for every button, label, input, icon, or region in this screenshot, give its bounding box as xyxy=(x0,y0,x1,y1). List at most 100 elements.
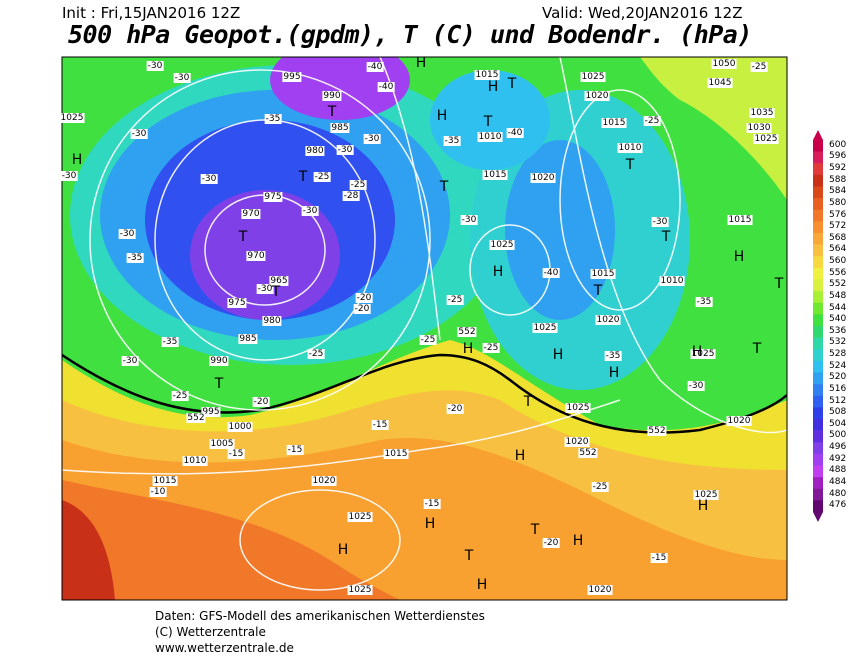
pressure-center: H xyxy=(733,249,745,265)
colorbar-band xyxy=(813,279,823,292)
colorbar-label: 544 xyxy=(829,302,847,313)
colorbar-label: 480 xyxy=(829,488,847,499)
temperature-label: -25 xyxy=(171,391,189,401)
colorbar-band xyxy=(813,151,823,164)
pressure-label: 980 xyxy=(305,146,325,156)
temperature-label: -30 xyxy=(200,174,218,184)
temperature-label: -35 xyxy=(695,297,713,307)
temperature-label: -25 xyxy=(307,349,325,359)
temperature-label: -30 xyxy=(121,356,139,366)
colorbar-label: 540 xyxy=(829,314,847,325)
temperature-label: -30 xyxy=(687,381,705,391)
pressure-center: T xyxy=(214,376,224,392)
pressure-label: 1025 xyxy=(580,72,606,82)
temperature-label: -30 xyxy=(460,215,478,225)
pressure-label: 1020 xyxy=(564,437,590,447)
pressure-label: 1010 xyxy=(477,132,503,142)
pressure-center: T xyxy=(439,179,449,195)
temperature-label: -28 xyxy=(342,191,360,201)
temperature-label: -35 xyxy=(443,136,461,146)
colorbar-tip xyxy=(813,512,823,522)
temperature-label: -20 xyxy=(355,293,373,303)
pressure-label: 1015 xyxy=(590,269,616,279)
valid-time: Valid: Wed,20JAN2016 12Z xyxy=(542,4,743,22)
temperature-label: -30 xyxy=(60,171,78,181)
contour-label: 552 xyxy=(578,448,598,458)
temperature-label: -15 xyxy=(227,449,245,459)
pressure-center: T xyxy=(483,114,493,130)
pressure-label: 975 xyxy=(227,298,247,308)
colorbar-band xyxy=(813,384,823,397)
colorbar-tip xyxy=(813,130,823,140)
colorbar-band xyxy=(813,360,823,373)
temperature-label: -35 xyxy=(126,253,144,263)
colorbar-band xyxy=(813,209,823,222)
footer-line: (C) Wetterzentrale xyxy=(155,625,266,639)
colorbar-label: 516 xyxy=(829,383,847,394)
pressure-label: 980 xyxy=(262,316,282,326)
temperature-label: -20 xyxy=(542,538,560,548)
pressure-label: 985 xyxy=(330,123,350,133)
pressure-center: H xyxy=(436,108,448,124)
pressure-center: H xyxy=(691,344,703,360)
colorbar-band xyxy=(813,372,823,385)
init-time: Init : Fri,15JAN2016 12Z xyxy=(62,4,241,22)
colorbar-label: 504 xyxy=(829,418,847,429)
pressure-label: 1020 xyxy=(595,315,621,325)
pressure-center: T xyxy=(625,157,635,173)
pressure-label: 975 xyxy=(263,192,283,202)
footer-line: www.wetterzentrale.de xyxy=(155,641,294,655)
pressure-center: H xyxy=(492,264,504,280)
pressure-label: 1025 xyxy=(489,240,515,250)
pressure-label: 990 xyxy=(322,91,342,101)
pressure-label: 985 xyxy=(238,334,258,344)
temperature-label: -30 xyxy=(256,284,274,294)
colorbar-band xyxy=(813,477,823,490)
pressure-label: 970 xyxy=(241,209,261,219)
pressure-center: H xyxy=(697,498,709,514)
colorbar-band xyxy=(813,291,823,304)
colorbar-label: 596 xyxy=(829,151,847,162)
footer-line: Daten: GFS-Modell des amerikanischen Wet… xyxy=(155,609,485,623)
pressure-label: 1025 xyxy=(565,403,591,413)
colorbar-band xyxy=(813,221,823,234)
temperature-label: -35 xyxy=(604,351,622,361)
pressure-center: H xyxy=(337,542,349,558)
temperature-label: -40 xyxy=(506,128,524,138)
pressure-label: 1015 xyxy=(383,449,409,459)
temperature-label: -30 xyxy=(146,61,164,71)
temperature-label: -20 xyxy=(446,404,464,414)
colorbar-band xyxy=(813,267,823,280)
pressure-label: 1020 xyxy=(584,91,610,101)
pressure-center: H xyxy=(487,79,499,95)
colorbar-label: 552 xyxy=(829,279,847,290)
colorbar-label: 576 xyxy=(829,209,847,220)
colorbar-band xyxy=(813,326,823,338)
temperature-label: -25 xyxy=(349,180,367,190)
pressure-center: H xyxy=(608,365,620,381)
pressure-label: 965 xyxy=(269,276,289,286)
pressure-label: 1025 xyxy=(693,490,719,500)
pressure-center: T xyxy=(507,76,517,92)
pressure-center: T xyxy=(464,548,474,564)
pressure-center: H xyxy=(476,577,488,593)
temperature-label: -30 xyxy=(173,73,191,83)
colorbar-label: 560 xyxy=(829,256,847,267)
colorbar-label: 556 xyxy=(829,267,847,278)
pressure-center: T xyxy=(530,522,540,538)
pressure-label: 1020 xyxy=(726,416,752,426)
pressure-center: H xyxy=(424,516,436,532)
pressure-center: H xyxy=(415,55,427,71)
colorbar-band xyxy=(813,442,823,455)
pressure-label: 1015 xyxy=(727,215,753,225)
pressure-center: T xyxy=(238,229,248,245)
colorbar-band xyxy=(813,488,823,501)
temperature-label: -25 xyxy=(419,335,437,345)
colorbar-band xyxy=(813,419,823,431)
pressure-center: T xyxy=(774,276,784,292)
temperature-label: -20 xyxy=(252,397,270,407)
colorbar-band xyxy=(813,337,823,350)
pressure-center: H xyxy=(462,341,474,357)
temperature-label: -15 xyxy=(650,553,668,563)
